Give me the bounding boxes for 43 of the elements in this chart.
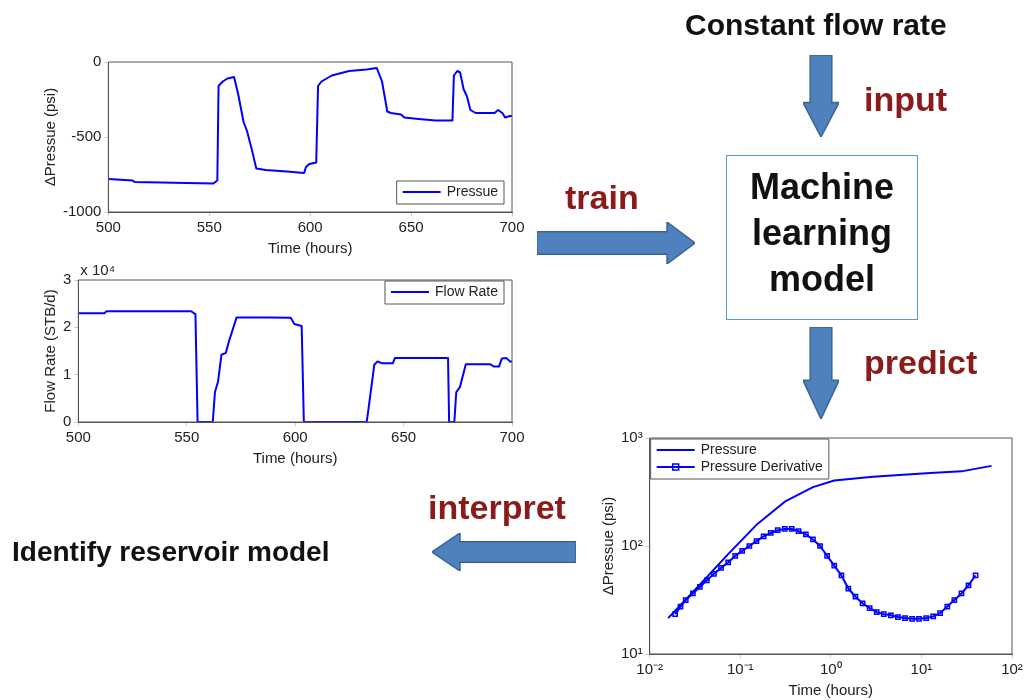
x-tick-label: 550 [174,428,200,446]
x-tick-label: 700 [499,218,525,236]
text: Identify reservoir model [12,536,330,568]
text: train [565,178,639,217]
x-tick-label: 600 [282,428,308,446]
y-tick-label: 0 [63,412,72,430]
text: interpret [428,488,566,527]
text: x 10⁴ [80,260,116,278]
y-tick-label: -500 [71,127,102,145]
y-axis-title: ΔPressue (psi) [599,496,617,596]
y-tick-label: 0 [93,52,102,70]
x-tick-label: 10² [1001,660,1023,678]
x-tick-label: 550 [196,218,222,236]
legend-label: Pressue [446,182,499,199]
text: Constant flow rate [685,8,947,42]
y-tick-label: 2 [63,317,72,335]
y-axis-title: Flow Rate (STB/d) [41,289,59,413]
legend-label: Pressure [700,440,757,457]
x-tick-label: 700 [499,428,525,446]
text: predict [864,343,978,382]
y-tick-label: -1000 [62,202,102,220]
x-tick-label: 650 [391,428,417,446]
y-tick-label: 3 [63,270,72,288]
x-axis-title: Time (hours) [267,239,353,257]
x-axis-title: Time (hours) [788,681,874,699]
text: input [864,80,948,119]
x-tick-label: 500 [65,428,91,446]
legend-label: Pressure Derivative [700,457,824,474]
x-tick-label: 600 [297,218,323,236]
x-tick-label: 10⁰ [820,660,842,678]
x-axis-title: Time (hours) [252,449,338,467]
y-tick-label: 10² [620,536,643,554]
legend-label: Flow Rate [434,282,499,299]
x-tick-label: 500 [95,218,121,236]
y-tick-label: 10¹ [620,644,643,662]
x-tick-label: 10⁻² [636,660,664,678]
text: Machine learning model [748,165,895,301]
x-tick-label: 10⁻¹ [726,660,754,678]
y-tick-label: 10³ [620,428,643,446]
y-axis-title: ΔPressue (psi) [41,87,59,187]
x-tick-label: 650 [398,218,424,236]
x-tick-label: 10¹ [910,660,933,678]
y-tick-label: 1 [63,364,72,382]
